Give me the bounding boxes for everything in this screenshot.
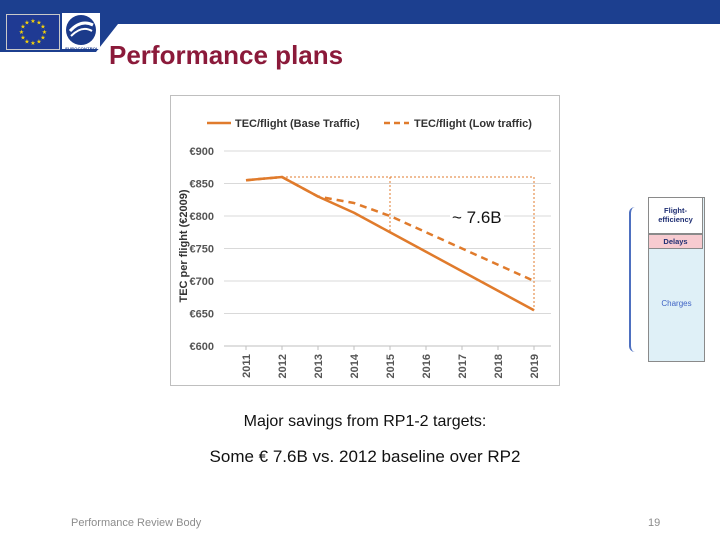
gridlines <box>224 150 551 350</box>
y-tick-850: €850 <box>190 179 214 191</box>
eu-flag-logo: ★ ★ ★ ★ ★ ★ ★ ★ ★ ★ ★ ★ <box>6 14 60 50</box>
caption-savings: Major savings from RP1-2 targets: <box>243 413 487 430</box>
svg-text:★: ★ <box>40 35 45 42</box>
header-bar <box>0 0 720 52</box>
y-tick-650: €650 <box>190 309 214 321</box>
svg-text:★: ★ <box>30 40 35 47</box>
y-tick-750: €750 <box>190 244 214 256</box>
eurocontrol-logo-text: EUROCONTROL <box>65 46 99 51</box>
svg-text:★: ★ <box>42 29 47 36</box>
eurocontrol-mark-icon <box>66 15 96 45</box>
x-tick-2015: 2015 <box>385 354 397 378</box>
svg-text:★: ★ <box>36 39 41 46</box>
svg-text:★: ★ <box>40 24 45 31</box>
y-axis-label: TEC per flight (€2009) <box>178 189 190 302</box>
x-tick-2016: 2016 <box>421 354 433 378</box>
charges-label: Charges <box>661 299 692 308</box>
eurocontrol-logo <box>62 13 100 49</box>
savings-bracket <box>282 176 535 311</box>
x-tick-2018: 2018 <box>493 354 505 378</box>
chart-legend: TEC/flight (Base Traffic) TEC/flight (Lo… <box>207 118 532 130</box>
delays-box: Delays <box>648 234 703 249</box>
header-shape <box>0 0 720 52</box>
series-line-base <box>245 175 535 312</box>
legend-label-base: TEC/flight (Base Traffic) <box>235 118 360 130</box>
y-tick-labels: €600 €650 €700 €750 €800 €850 €900 <box>190 146 214 353</box>
svg-text:★: ★ <box>19 29 24 36</box>
y-tick-700: €700 <box>190 276 214 288</box>
y-tick-600: €600 <box>190 341 214 353</box>
x-tick-labels: 2011 2012 2013 2014 2015 2016 2017 2018 2019 <box>241 353 541 378</box>
savings-annotation: ~ 7.6B <box>450 208 504 228</box>
svg-text:★: ★ <box>20 35 25 42</box>
chart-frame: TEC/flight (Base Traffic) TEC/flight (Lo… <box>170 95 560 386</box>
legend-label-low: TEC/flight (Low traffic) <box>414 118 532 130</box>
footer-organization: Performance Review Body <box>71 517 202 529</box>
x-tick-2017: 2017 <box>457 354 469 378</box>
header-background <box>0 0 720 52</box>
tec-per-flight-chart: TEC/flight (Base Traffic) TEC/flight (Lo… <box>178 118 551 378</box>
svg-text:★: ★ <box>24 39 29 46</box>
x-tick-2019: 2019 <box>529 354 541 378</box>
svg-text:★: ★ <box>30 18 35 25</box>
series-lines <box>245 175 535 312</box>
y-tick-900: €900 <box>190 146 214 158</box>
series-line-low <box>245 175 535 283</box>
svg-text:★: ★ <box>24 20 29 27</box>
y-tick-800: €800 <box>190 211 214 223</box>
x-tick-2013: 2013 <box>313 354 325 378</box>
page-title: Performance plans <box>109 40 344 70</box>
caption-baseline: Some € 7.6B vs. 2012 baseline over RP2 <box>209 447 521 466</box>
flight-efficiency-box: Flight-efficiency <box>648 197 703 234</box>
x-tick-2012: 2012 <box>277 354 289 378</box>
eu-stars-icon: ★ ★★ ★★★ ★★★ ★★★ <box>19 18 47 47</box>
x-tick-2011: 2011 <box>241 354 253 378</box>
page-number: 19 <box>648 517 661 529</box>
svg-text:★: ★ <box>36 20 41 27</box>
x-tick-2014: 2014 <box>349 353 361 378</box>
side-panel-bracket <box>629 207 641 352</box>
svg-text:★: ★ <box>20 24 25 31</box>
